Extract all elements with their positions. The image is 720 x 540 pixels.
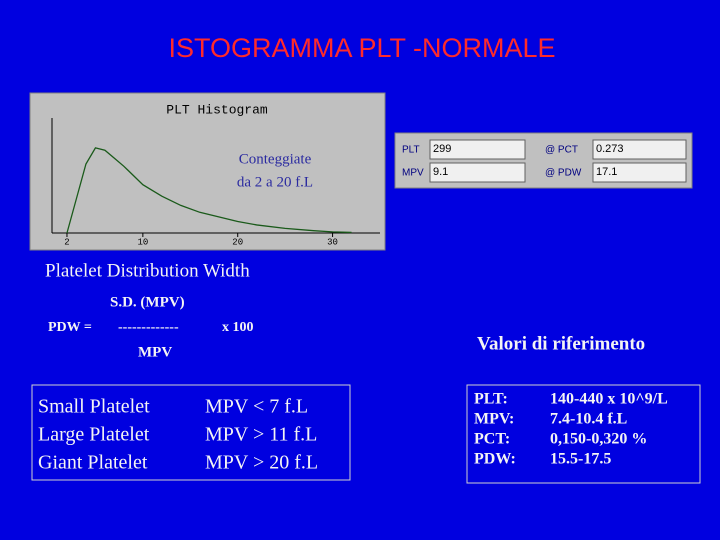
annotation: Conteggiate (239, 151, 312, 167)
x-tick-label: 30 (327, 237, 338, 247)
reference-range: 140-440 x 10^9/L (550, 391, 668, 408)
field-box (429, 162, 526, 183)
field-box (592, 139, 687, 160)
reference-param: PDW: (474, 451, 516, 468)
size-class: Large Platelet (38, 424, 150, 446)
x-tick-label: 2 (64, 237, 69, 247)
reference-param: PLT: (474, 391, 508, 408)
formula-numerator: S.D. (MPV) (110, 294, 185, 310)
formula-denominator: MPV (138, 344, 172, 360)
field-label: @ PDW (545, 168, 582, 179)
plot: 2 10 20 30 (64, 147, 352, 247)
reference-box (466, 384, 701, 484)
chart-title: PLT Histogram (166, 102, 268, 117)
formula-multiplier: x 100 (222, 320, 254, 335)
reference-range: 0,150-0,320 % (550, 431, 647, 448)
formula-bar: ------------- (118, 320, 179, 335)
annotation: da 2 a 20 f.L (237, 174, 313, 190)
field-value: 9.1 (433, 166, 448, 178)
reference-param: MPV: (474, 411, 514, 428)
pdw-heading: Platelet Distribution Width (45, 260, 250, 281)
panel-fields: PLT 299 @ PCT 0.273 MPV 9.1 @ PDW 17.1 (402, 139, 687, 183)
x-tick-label: 10 (137, 237, 148, 247)
field-value: 299 (433, 143, 451, 155)
x-tick-label: 20 (232, 237, 243, 247)
size-class: Small Platelet (38, 396, 150, 418)
size-criterion: MPV > 20 f.L (205, 452, 318, 474)
field-label: PLT (402, 145, 420, 156)
size-class: Giant Platelet (38, 452, 148, 474)
slide-title: ISTOGRAMMA PLT -NORMALE (168, 33, 555, 63)
reference: PLT: 140-440 x 10^9/L MPV: 7.4-10.4 f.L PCT:… (474, 391, 668, 468)
field-label: MPV (402, 168, 424, 179)
sizes-box (31, 384, 351, 481)
field-box (592, 162, 687, 183)
formula-lhs: PDW = (48, 320, 92, 335)
reference-title: Valori di riferimento (477, 333, 645, 354)
field-box (429, 139, 526, 160)
reference-range: 15.5-17.5 (550, 451, 611, 468)
histogram-frame (29, 92, 386, 251)
reference-range: 7.4-10.4 f.L (550, 411, 627, 428)
field-label: @ PCT (545, 145, 578, 156)
field-value: 17.1 (596, 166, 617, 178)
field-value: 0.273 (596, 143, 624, 155)
reference-param: PCT: (474, 431, 510, 448)
sizes: Small Platelet MPV < 7 f.L Large Platelet M… (38, 396, 318, 474)
size-criterion: MPV > 11 f.L (205, 424, 317, 446)
histogram-line (66, 147, 352, 234)
size-criterion: MPV < 7 f.L (205, 396, 308, 418)
